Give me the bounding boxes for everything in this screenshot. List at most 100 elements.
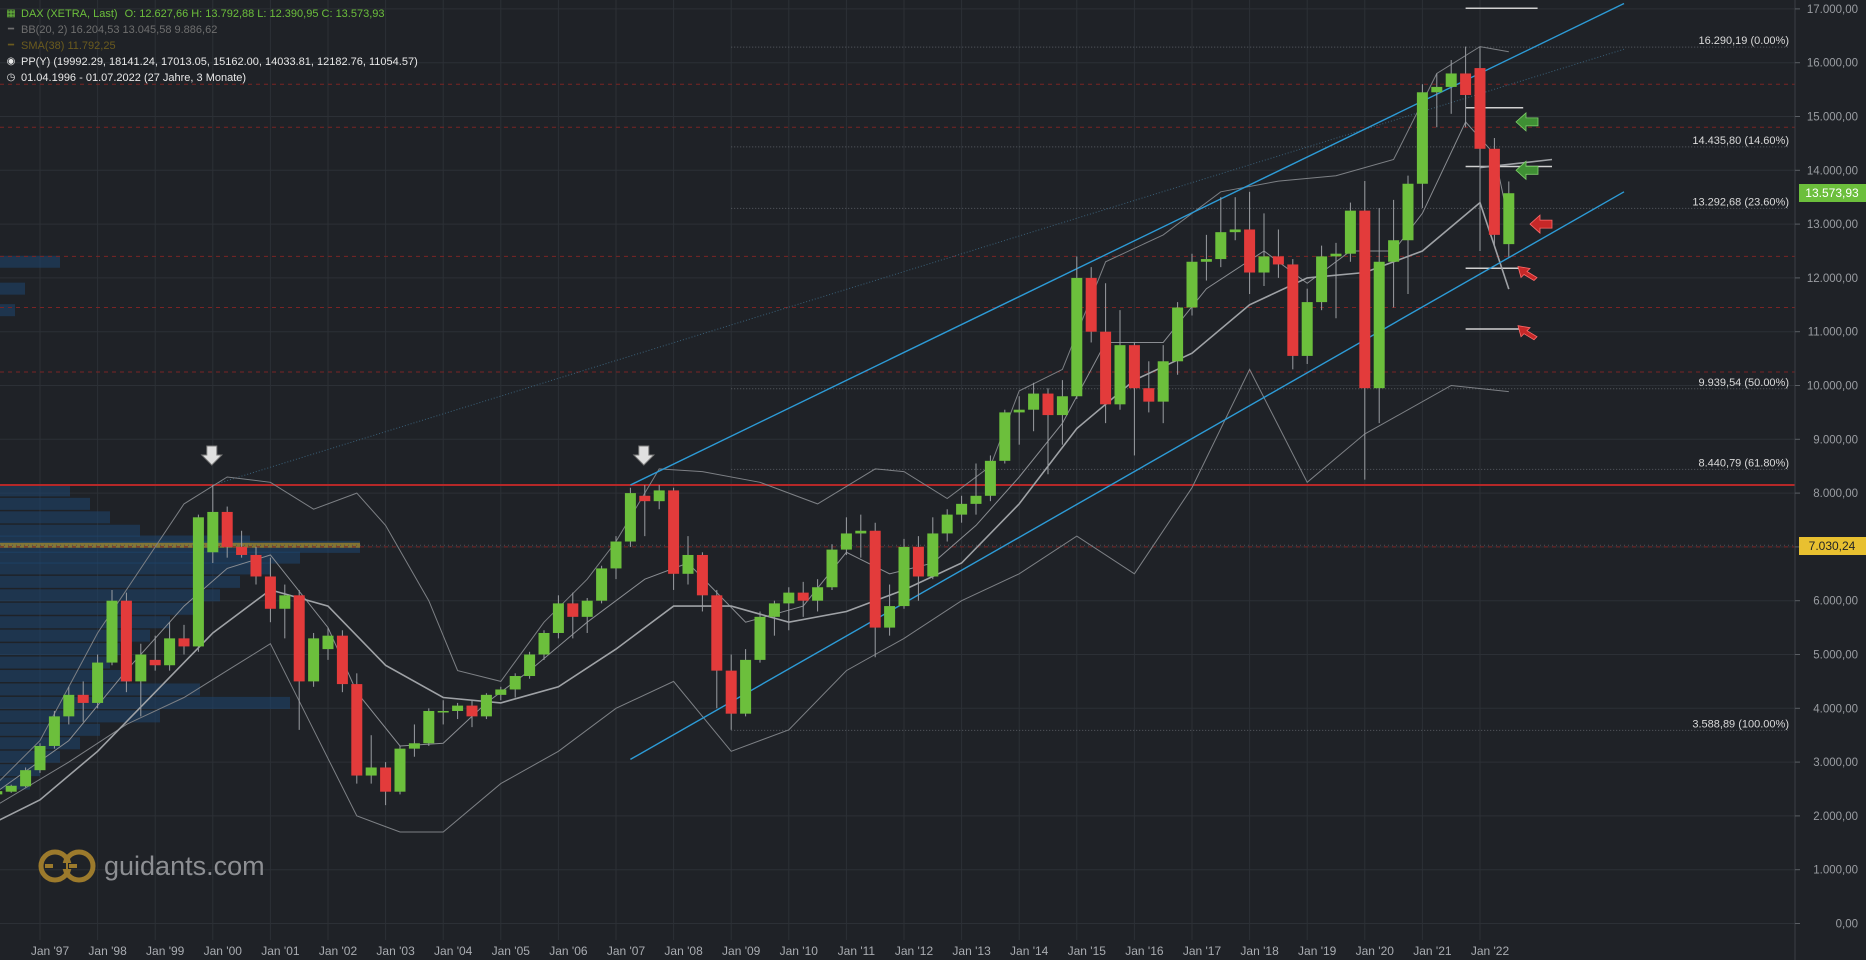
candle-body (1316, 256, 1328, 303)
candle-body (610, 541, 622, 569)
volume-profile-bar (0, 304, 15, 317)
channel-lower (630, 191, 1625, 761)
volume-profile-bar (0, 643, 120, 656)
candle-body (956, 503, 968, 515)
candle-body (970, 495, 982, 504)
candle-body (264, 576, 276, 609)
legend-sma: SMA(38) 11.792,25 (21, 40, 116, 52)
y-tick-label: 5.000,00 (1813, 650, 1858, 662)
candle-body (1301, 302, 1313, 356)
fib-label: 14.435,80 (14.60%) (1692, 135, 1789, 147)
fib-label: 16.290,19 (0.00%) (1698, 35, 1789, 47)
line-swatch-icon: ━ (7, 24, 15, 35)
candle-body (279, 595, 291, 609)
candle-body (668, 490, 680, 574)
candle-body (826, 549, 838, 588)
down-arrow-icon (632, 445, 656, 466)
candle-body (898, 546, 910, 607)
candle-body (106, 600, 118, 663)
green-arrow-icon (1515, 160, 1539, 181)
candle-body (768, 603, 780, 617)
candle-body (423, 710, 435, 744)
x-tick-label: Jan '14 (1010, 944, 1049, 958)
candle-body (855, 530, 867, 534)
candle-body (1445, 73, 1457, 87)
fib-label: 8.440,79 (61.80%) (1698, 457, 1789, 469)
legend-row-range[interactable]: ◷ 01.04.1996 - 01.07.2022 (27 Jahre, 3 M… (6, 70, 418, 86)
trend-channel (630, 2, 1625, 761)
last-price-badge-bg (1799, 184, 1866, 202)
x-tick-label: Jan '12 (895, 944, 934, 958)
chart-legend: ▦ DAX (XETRA, Last) O: 12.627,66 H: 13.7… (6, 6, 418, 86)
candle-body (336, 635, 348, 685)
candle-body (1244, 229, 1256, 273)
volume-profile-bar (0, 484, 70, 497)
candle-body (725, 670, 737, 714)
volume-profile-bar (0, 589, 220, 602)
legend-row-pp[interactable]: ◉ PP(Y) (19992.29, 18141.24, 17013.05, 1… (6, 54, 418, 70)
candle-body (1416, 92, 1428, 184)
candle-body (941, 514, 953, 534)
candle-body (740, 659, 752, 714)
candle-body (1013, 409, 1025, 413)
candle-body (1229, 229, 1241, 233)
x-tick-label: Jan '08 (664, 944, 703, 958)
candle-body (63, 694, 75, 717)
candle-body (1474, 68, 1486, 149)
red-arrow-icon (1529, 214, 1553, 234)
candle-body (1330, 253, 1342, 257)
volume-profile-bar (0, 710, 160, 723)
volume-profile-bar (0, 562, 270, 575)
bollinger-upper (0, 46, 1509, 782)
candle-body (524, 654, 536, 677)
y-tick-label: 15.000,00 (1807, 112, 1858, 124)
candle-body (596, 568, 608, 601)
candle-body (394, 748, 406, 792)
long-dotted-trendline (212, 48, 1625, 486)
candle-body (207, 511, 219, 553)
candle-body (1114, 345, 1126, 405)
y-tick-label: 17.000,00 (1807, 4, 1858, 16)
candle-body (466, 705, 478, 717)
x-tick-label: Jan '97 (31, 944, 70, 958)
legend-row-sma[interactable]: ━ SMA(38) 11.792,25 (6, 38, 418, 54)
line-swatch-icon: ━ (7, 40, 15, 51)
candle-body (999, 412, 1011, 461)
candle-body (754, 616, 766, 660)
fib-label: 3.588,89 (100.00%) (1692, 718, 1789, 730)
candle-body (1344, 210, 1356, 254)
candle-body (1085, 277, 1097, 332)
candle-body (1186, 261, 1198, 308)
y-axis: 0,00 1.000,00 2.000,00 3.000,00 4.000,00 5.00… (1794, 0, 1866, 960)
marker-price-badge: 7.030,24 (1809, 539, 1856, 553)
candle-body (1128, 345, 1140, 389)
x-tick-label: Jan '22 (1471, 944, 1510, 958)
candle-body (984, 460, 996, 496)
candle-body (221, 511, 233, 547)
volume-profile-bar (0, 511, 110, 524)
legend-row-symbol[interactable]: ▦ DAX (XETRA, Last) O: 12.627,66 H: 13.7… (6, 6, 418, 22)
candle-body (322, 635, 334, 650)
candle-body (538, 632, 550, 655)
candle-body (1157, 361, 1169, 402)
signal-markers (200, 111, 1553, 466)
candle-body (1373, 261, 1385, 389)
candle-body (293, 595, 305, 682)
fib-label: 9.939,54 (50.00%) (1698, 377, 1789, 389)
legend-pp: PP(Y) (19992.29, 18141.24, 17013.05, 151… (21, 56, 418, 68)
legend-ohlc: O: 12.627,66 H: 13.792,88 L: 12.390,95 C… (124, 8, 385, 20)
x-tick-label: Jan '99 (146, 944, 185, 958)
y-tick-label: 9.000,00 (1813, 434, 1858, 446)
volume-profile-bar (0, 282, 25, 295)
legend-row-bb[interactable]: ━ BB(20, 2) 16.204,53 13.045,58 9.886,62 (6, 22, 418, 38)
channel-upper (630, 2, 1625, 486)
candle-body (5, 785, 17, 792)
candle-body (1402, 183, 1414, 241)
candle-body (380, 767, 392, 792)
x-tick-label: Jan '16 (1125, 944, 1164, 958)
candle-body (480, 694, 492, 717)
watermark: guidants.com (38, 848, 265, 884)
candle-body (552, 603, 564, 633)
x-tick-label: Jan '00 (204, 944, 243, 958)
